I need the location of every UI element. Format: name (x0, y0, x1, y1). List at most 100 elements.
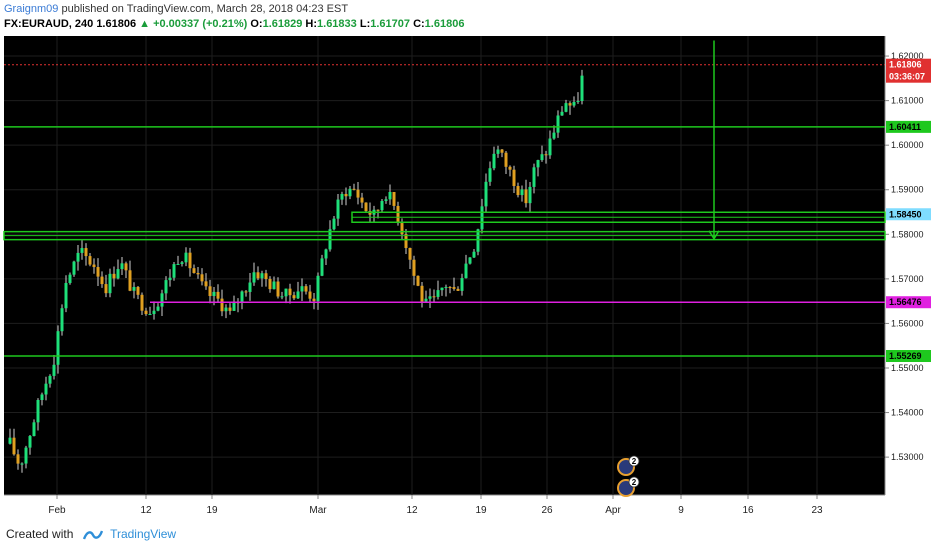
price-axis[interactable] (885, 33, 932, 521)
x-tick-label: 12 (140, 505, 152, 516)
candle-up (8, 437, 12, 444)
candle-down (292, 295, 296, 299)
candle-up (316, 275, 320, 302)
candle-up (156, 306, 160, 311)
candle-up (168, 277, 172, 281)
x-tick-label: 16 (742, 505, 754, 516)
candle-up (468, 257, 472, 264)
candle-down (112, 273, 116, 279)
candle-down (304, 286, 308, 292)
author-link[interactable]: Graignm09 (4, 3, 59, 15)
candle-up (120, 263, 124, 270)
candle-up (72, 261, 76, 275)
candle-up (580, 75, 584, 101)
price-label-bg (886, 208, 931, 221)
bar-countdown-label: 03:36:07 (889, 72, 925, 82)
close-label: C: (413, 18, 425, 30)
tradingview-logo-icon (82, 530, 103, 540)
candle-up (348, 188, 352, 197)
candle-down (16, 454, 20, 464)
candle-up (28, 436, 32, 448)
candle-up (60, 308, 64, 332)
y-tick-label: 1.60000 (891, 140, 924, 150)
candle-down (352, 188, 356, 190)
candle-up (184, 252, 188, 263)
created-with-text: Created with (6, 527, 74, 541)
candle-down (196, 272, 200, 275)
candle-down (504, 152, 508, 167)
candle-up (240, 291, 244, 304)
candle-down (456, 288, 460, 291)
candle-up (532, 167, 536, 187)
time-axis[interactable] (0, 495, 885, 521)
low-value: 1.61707 (370, 18, 410, 30)
x-tick-label: Apr (605, 505, 621, 516)
x-tick-label: Feb (48, 505, 66, 516)
candle-down (188, 252, 192, 269)
change-value: ▲ +0.00337 (+0.21%) (139, 18, 248, 30)
candle-up (172, 264, 176, 278)
candle-up (528, 186, 532, 204)
candle-down (244, 291, 248, 293)
candle-up (212, 291, 216, 297)
candle-up (484, 181, 488, 207)
ohlc-legend: FX:EURAUD, 240 1.61806 ▲ +0.00337 (+0.21… (4, 18, 464, 30)
candle-up (224, 307, 228, 312)
high-label: H: (305, 18, 318, 30)
candle-down (92, 264, 96, 268)
candle-down (136, 286, 140, 295)
candle-down (88, 256, 92, 265)
last-price-label: 1.61806 (889, 60, 922, 70)
y-tick-label: 1.61000 (891, 96, 924, 106)
plot-background (4, 36, 885, 495)
open-value: 1.61829 (262, 18, 303, 30)
price-label: 1.60411 (889, 122, 921, 132)
candle-up (64, 282, 68, 309)
candle-up (496, 149, 500, 154)
publish-header: Graignm09 published on TradingView.com, … (4, 3, 348, 15)
y-tick-label: 1.56000 (891, 318, 924, 328)
candle-down (100, 276, 104, 285)
candle-down (228, 307, 232, 311)
candle-up (332, 218, 336, 230)
candle-down (84, 248, 88, 257)
candle-down (420, 285, 424, 302)
price-chart[interactable]: 1.53000 1.54000 1.55000 1.56000 1.57000 1.580… (0, 33, 932, 521)
candle-up (440, 287, 444, 291)
candle-up (540, 154, 544, 161)
candle-down (264, 273, 268, 279)
candle-up (472, 251, 476, 258)
candle-down (512, 169, 516, 187)
y-tick-label: 1.55000 (891, 363, 924, 373)
candle-down (544, 154, 548, 156)
candle-down (356, 189, 360, 198)
candle-down (192, 268, 196, 273)
candle-up (260, 273, 264, 279)
candle-up (380, 200, 384, 211)
close-value: 1.61806 (424, 18, 465, 30)
candle-down (508, 166, 512, 170)
candle-up (340, 193, 344, 200)
candle-down (400, 223, 404, 235)
candle-up (272, 281, 276, 290)
candle-down (568, 103, 572, 106)
tradingview-link[interactable]: TradingView (110, 527, 177, 541)
candle-up (252, 272, 256, 283)
candle-down (308, 291, 312, 299)
candle-up (280, 296, 284, 298)
candle-down (96, 267, 100, 277)
candle-up (436, 290, 440, 297)
candle-down (516, 186, 520, 196)
candle-down (416, 275, 420, 286)
candle-up (44, 383, 48, 395)
candle-up (388, 191, 392, 200)
candle-up (576, 100, 580, 102)
published-text: published on TradingView.com, March 28, … (61, 3, 349, 15)
candle-down (312, 298, 316, 302)
candle-up (108, 273, 112, 294)
candle-up (248, 282, 252, 292)
candle-up (320, 258, 324, 276)
candle-up (556, 115, 560, 133)
candle-up (36, 400, 40, 423)
x-tick-label: Mar (309, 505, 327, 516)
